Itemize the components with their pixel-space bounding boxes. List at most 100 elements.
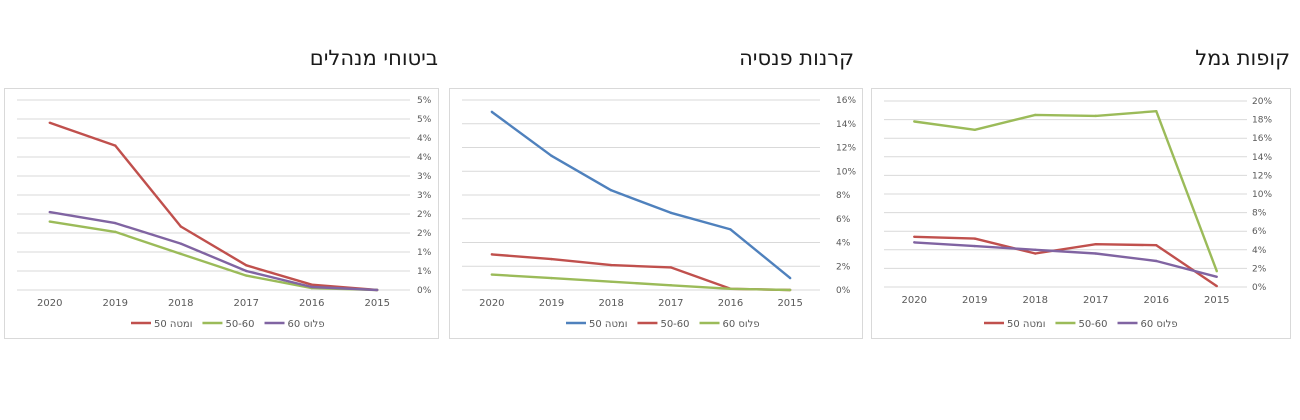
data-point xyxy=(609,280,613,283)
data-point xyxy=(913,235,916,238)
data-point xyxy=(179,225,182,228)
y-tick-label: 8% xyxy=(1252,209,1267,219)
data-point xyxy=(973,128,976,132)
legend-label: 50 ומטה xyxy=(154,319,192,330)
x-tick-label: 2018 xyxy=(1023,295,1048,306)
y-tick-label: 10% xyxy=(1252,190,1272,200)
y-tick-label: 3% xyxy=(417,172,432,182)
chart-pension: 0% 2% 4% 6% 8% 10% 12% 14% 16% 2015 2016 2017 2018 20… xyxy=(449,88,863,339)
x-tick-label: 2015 xyxy=(777,298,802,309)
y-tick-label: 16% xyxy=(1252,134,1272,144)
data-point xyxy=(1034,113,1037,117)
y-tick-label: 16% xyxy=(836,96,856,106)
data-point xyxy=(310,283,313,286)
data-point xyxy=(973,237,976,240)
legend-label: 50-60 xyxy=(225,319,254,330)
y-tick-label: 12% xyxy=(836,144,856,154)
y-tick-label: 6% xyxy=(836,215,851,225)
y-tick-label: 18% xyxy=(1252,116,1272,126)
data-point xyxy=(48,210,51,214)
data-point xyxy=(490,253,494,256)
y-tick-label: 1% xyxy=(417,248,432,258)
x-tick-label: 2017 xyxy=(1083,295,1108,306)
x-tick-label: 2019 xyxy=(962,295,987,306)
y-tick-label: 5% xyxy=(417,115,432,125)
x-tick-label: 2018 xyxy=(598,298,623,309)
data-point xyxy=(245,269,248,273)
x-tick-label: 2016 xyxy=(718,298,743,309)
y-tick-label: 10% xyxy=(836,167,856,177)
y-tick-label: 2% xyxy=(417,210,432,220)
y-tick-label: 0% xyxy=(836,286,851,296)
data-point xyxy=(729,228,732,231)
data-point xyxy=(490,110,494,114)
data-point xyxy=(114,144,117,147)
data-point xyxy=(729,287,732,291)
series-line-1 xyxy=(914,235,1218,288)
data-point xyxy=(973,244,976,248)
data-point xyxy=(1034,248,1037,251)
data-point xyxy=(788,276,792,280)
legend-label: 50-60 xyxy=(1078,319,1107,330)
x-tick-label: 2015 xyxy=(1204,295,1229,306)
y-tick-label: 6% xyxy=(1252,227,1267,237)
data-point xyxy=(550,276,553,280)
data-point xyxy=(669,284,673,287)
data-point xyxy=(669,266,673,269)
x-tick-label: 2019 xyxy=(103,298,128,309)
series-line-3 xyxy=(491,273,791,292)
data-point xyxy=(1155,243,1158,247)
legend-label: 60 פלוס xyxy=(1141,319,1178,330)
series-line-1 xyxy=(491,110,791,280)
data-point xyxy=(1155,110,1158,113)
series-line-2 xyxy=(914,110,1218,272)
data-point xyxy=(550,154,553,158)
y-tick-label: 1% xyxy=(417,267,432,277)
data-point xyxy=(1094,114,1097,118)
data-point xyxy=(376,288,379,292)
data-point xyxy=(114,221,117,225)
y-tick-label: 2% xyxy=(836,262,851,272)
y-tick-label: 0% xyxy=(417,286,432,296)
y-tick-label: 4% xyxy=(1252,246,1267,256)
y-tick-label: 4% xyxy=(417,153,432,163)
chart-managers: 0% 1% 1% 2% 2% 3% 3% 4% 4% 5% 5% 2015 2016 2017 2018 20… xyxy=(4,88,439,339)
x-tick-label: 2020 xyxy=(479,298,504,309)
data-point xyxy=(550,257,553,261)
data-point xyxy=(609,263,613,267)
x-tick-label: 2020 xyxy=(902,295,927,306)
chart-title-pension: קרנות פנסיה xyxy=(739,46,854,70)
y-tick-label: 3% xyxy=(417,191,432,201)
legend-label: 50 ומטה xyxy=(589,319,627,330)
y-tick-label: 14% xyxy=(1252,153,1272,163)
y-tick-label: 2% xyxy=(417,229,432,239)
x-tick-label: 2016 xyxy=(299,298,324,309)
data-point xyxy=(48,121,51,124)
series-line-1 xyxy=(49,121,378,292)
y-tick-label: 12% xyxy=(1252,171,1272,181)
data-point xyxy=(1094,252,1097,255)
data-point xyxy=(179,252,182,256)
data-point xyxy=(609,189,613,192)
y-tick-label: 20% xyxy=(1252,97,1272,107)
x-tick-label: 2018 xyxy=(168,298,193,309)
y-tick-label: 4% xyxy=(417,134,432,144)
data-point xyxy=(310,285,313,289)
series-line-3 xyxy=(914,241,1218,278)
y-tick-label: 4% xyxy=(836,239,851,249)
data-point xyxy=(1215,275,1218,278)
x-tick-label: 2019 xyxy=(539,298,564,309)
x-tick-label: 2017 xyxy=(234,298,259,309)
series-line-3 xyxy=(49,210,378,292)
x-tick-label: 2020 xyxy=(37,298,62,309)
chart-title-managers: ביטוחי מנהלים xyxy=(309,46,438,70)
data-point xyxy=(788,288,792,292)
data-point xyxy=(913,120,916,123)
legend-label: 60 פלוס xyxy=(288,319,325,330)
chart-pension-svg: 0% 2% 4% 6% 8% 10% 12% 14% 16% 2015 2016 2017 2018 20… xyxy=(462,96,856,330)
data-point xyxy=(1215,284,1218,288)
chart-managers-svg: 0% 1% 1% 2% 2% 3% 3% 4% 4% 5% 5% 2015 2016 2017 2018 20… xyxy=(17,96,432,330)
legend-label: 50-60 xyxy=(660,319,689,330)
y-tick-label: 5% xyxy=(417,96,432,106)
data-point xyxy=(245,274,248,277)
